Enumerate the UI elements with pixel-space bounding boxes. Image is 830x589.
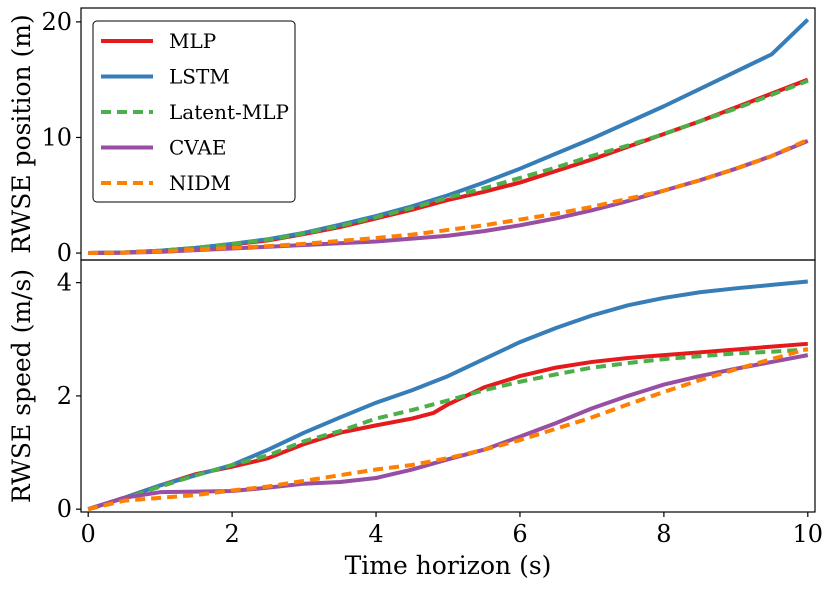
x-tick-label: 6 bbox=[512, 520, 527, 548]
legend-label: LSTM bbox=[169, 65, 230, 89]
y-tick-label: 4 bbox=[57, 269, 72, 297]
series-line-nidm bbox=[87, 346, 809, 512]
legend-label: Latent-MLP bbox=[169, 100, 289, 124]
y-tick-label: 2 bbox=[57, 382, 72, 410]
legend-label: NIDM bbox=[169, 171, 231, 195]
axes-frame bbox=[80, 259, 816, 513]
series-line-latent-mlp bbox=[88, 78, 809, 256]
y-tick-label: 20 bbox=[41, 8, 72, 36]
y-tick-label: 0 bbox=[57, 495, 72, 523]
legend-label: MLP bbox=[169, 29, 216, 53]
x-tick-label: 4 bbox=[368, 520, 383, 548]
x-axis-label: Time horizon (s) bbox=[345, 551, 552, 580]
legend-box bbox=[92, 20, 296, 203]
legend: MLP LSTM Latent-MLP CVAE NIDM bbox=[92, 20, 296, 203]
x-tick-label: 0 bbox=[81, 520, 96, 548]
x-tick-label: 2 bbox=[224, 520, 239, 548]
series-line-mlp bbox=[87, 341, 808, 512]
y-axis-label: RWSE position (m) bbox=[7, 14, 36, 254]
y-tick-label: 10 bbox=[41, 123, 72, 151]
series-line-lstm bbox=[87, 279, 808, 512]
y-tick-label: 0 bbox=[57, 239, 72, 267]
series-line-latent-mlp bbox=[87, 347, 808, 512]
legend-label: CVAE bbox=[169, 136, 226, 160]
speed-panel: 0 2 4 0 2 4 6 8 10 RWSE speed (m/s) Time horizon (… bbox=[7, 259, 824, 580]
x-tick-label: 10 bbox=[793, 520, 824, 548]
x-tick-label: 8 bbox=[656, 520, 671, 548]
series-group bbox=[87, 279, 809, 512]
y-axis-label: RWSE speed (m/s) bbox=[7, 269, 36, 503]
series-group bbox=[88, 18, 810, 256]
series-line-cvae bbox=[87, 353, 809, 512]
series-line-nidm bbox=[88, 137, 809, 256]
